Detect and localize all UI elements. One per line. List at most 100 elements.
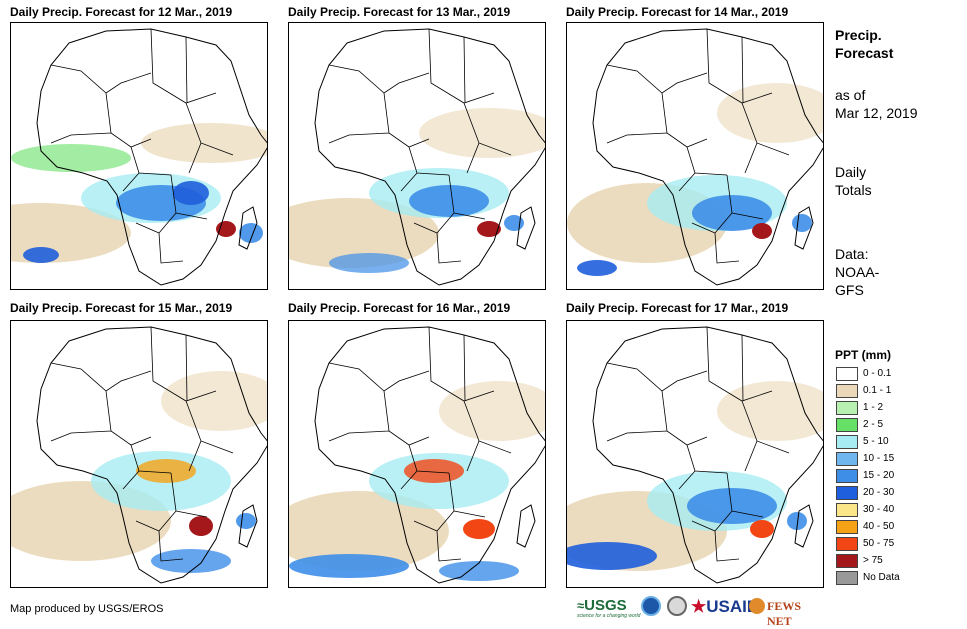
usaid-logo-text: USAID [706, 597, 760, 616]
precip-field [189, 516, 213, 536]
africa-coastline [36, 326, 267, 584]
panel-title-4: Daily Precip. Forecast for 15 Mar., 2019 [10, 301, 233, 315]
panel-title-6: Daily Precip. Forecast for 17 Mar., 2019 [566, 301, 789, 315]
precip-field [141, 123, 267, 163]
country-borders [328, 28, 512, 264]
precip-field [567, 542, 657, 570]
precip-field [439, 561, 519, 581]
map-panel-14-mar [566, 22, 824, 290]
precip-field [173, 181, 209, 205]
legend-label: 0 - 0.1 [863, 368, 892, 379]
legend-title: PPT (mm) [835, 348, 892, 362]
africa-coastline [314, 28, 545, 286]
legend-label: 1 - 2 [863, 402, 884, 413]
side-totals: Daily Totals [835, 163, 872, 199]
country-borders [328, 326, 512, 562]
legend-label: 5 - 10 [863, 436, 889, 447]
africa-map [289, 326, 545, 584]
logo-bar: ≈USGS science for a changing world ★USAI… [577, 592, 827, 628]
precip-field [717, 381, 823, 441]
side-title: Precip. Forecast [835, 26, 893, 62]
fewsnet-globe-icon [749, 598, 765, 614]
side-asof: as of Mar 12, 2019 [835, 86, 918, 122]
usgs-wave-icon: ≈ [577, 598, 585, 613]
map-panel-16-mar [288, 320, 546, 588]
map-credit: Map produced by USGS/EROS [10, 603, 164, 615]
precip-field [463, 519, 495, 539]
africa-coastline [592, 28, 823, 286]
panel-title-5: Daily Precip. Forecast for 16 Mar., 2019 [288, 301, 511, 315]
africa-coastline [36, 28, 267, 286]
madagascar-outline [794, 504, 814, 548]
panel-title-1: Daily Precip. Forecast for 12 Mar., 2019 [10, 5, 233, 19]
map-panel-12-mar [10, 22, 268, 290]
legend-swatch [836, 384, 858, 398]
legend-swatch [836, 554, 858, 568]
legend-swatch [836, 486, 858, 500]
precip-field [439, 381, 545, 441]
precip-field [787, 512, 807, 530]
legend-label: 10 - 15 [863, 453, 895, 464]
side-asof-date: Mar 12, 2019 [835, 105, 918, 121]
precip-field [792, 214, 812, 232]
legend-swatch [836, 537, 858, 551]
map-panel-13-mar [288, 22, 546, 290]
precip-field [136, 459, 196, 483]
precip-field [750, 520, 774, 538]
precip-field [216, 221, 236, 237]
usgs-logo: ≈USGS [577, 597, 627, 614]
africa-map [567, 28, 823, 286]
legend-swatch [836, 469, 858, 483]
noaa-logo-icon [641, 596, 661, 616]
precip-field [404, 459, 464, 483]
map-panel-17-mar [566, 320, 824, 588]
legend-swatch [836, 503, 858, 517]
africa-map [11, 326, 267, 584]
precip-field [419, 108, 545, 158]
usgs-tagline: science for a changing world [577, 613, 641, 619]
legend-swatch [836, 571, 858, 585]
legend-label: 30 - 40 [863, 504, 895, 515]
precip-field [151, 549, 231, 573]
precip-field [289, 554, 409, 578]
legend-swatch [836, 520, 858, 534]
legend-label: 50 - 75 [863, 538, 895, 549]
madagascar-outline [238, 206, 258, 250]
legend-label: 0.1 - 1 [863, 385, 892, 396]
side-totals-line1: Daily [835, 164, 867, 180]
africa-map [11, 28, 267, 286]
precip-field [23, 247, 59, 263]
legend-swatch [836, 435, 858, 449]
africa-coastline [592, 326, 823, 584]
precip-field [717, 83, 823, 143]
precip-field [477, 221, 501, 237]
side-totals-line2: Totals [835, 182, 872, 198]
panel-title-2: Daily Precip. Forecast for 13 Mar., 2019 [288, 5, 511, 19]
precip-field [11, 144, 131, 172]
precip-field [504, 215, 524, 231]
legend-swatch [836, 452, 858, 466]
precip-field [289, 491, 449, 571]
usaid-star-icon: ★ [691, 597, 707, 616]
legend-label: 15 - 20 [863, 470, 895, 481]
side-data-line2: NOAA- [835, 264, 880, 280]
side-data-source: Data: NOAA- GFS [835, 245, 879, 299]
legend-label: 2 - 5 [863, 419, 884, 430]
side-title-line2: Forecast [835, 45, 894, 61]
usgs-logo-text: USGS [584, 597, 627, 614]
africa-map [289, 28, 545, 286]
map-panel-15-mar [10, 320, 268, 588]
usaid-logo: ★USAID [691, 597, 759, 617]
country-borders [606, 28, 790, 264]
madagascar-outline [516, 206, 536, 250]
precip-field [161, 371, 267, 431]
legend-swatch [836, 418, 858, 432]
side-data-line3: GFS [835, 282, 864, 298]
madagascar-outline [794, 206, 814, 250]
precip-field [329, 253, 409, 273]
legend-swatch [836, 367, 858, 381]
fewsnet-logo: FEWS NET [767, 599, 802, 628]
country-borders [606, 326, 790, 562]
precip-field [236, 513, 256, 529]
precip-field [752, 223, 772, 239]
